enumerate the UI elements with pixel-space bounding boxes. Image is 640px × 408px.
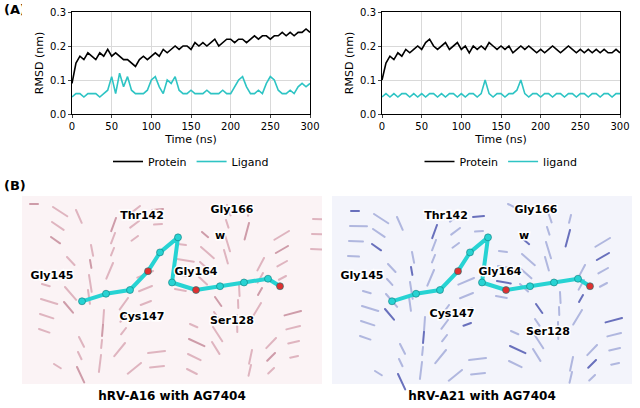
svg-text:w: w [215,229,225,242]
svg-text:200: 200 [531,121,550,132]
svg-text:300: 300 [300,121,319,132]
svg-text:0.2: 0.2 [50,41,66,52]
svg-text:Ser128: Ser128 [526,325,570,338]
svg-text:0.0: 0.0 [360,109,376,120]
svg-text:Thr142: Thr142 [424,209,468,222]
svg-text:RMSD (nm): RMSD (nm) [33,32,46,94]
svg-text:0: 0 [69,121,75,132]
svg-text:0.0: 0.0 [50,109,66,120]
svg-text:Cys147: Cys147 [120,310,165,323]
html-text:(A): (A) [4,2,26,17]
svg-text:100: 100 [142,121,161,132]
svg-text:Gly145: Gly145 [31,269,74,282]
svg-text:Cys147: Cys147 [430,307,475,320]
svg-text:0.2: 0.2 [360,41,376,52]
svg-text:0.1: 0.1 [50,75,66,86]
svg-text:250: 250 [571,121,590,132]
svg-text:200: 200 [221,121,240,132]
svg-text:Time (ns): Time (ns) [164,133,217,146]
svg-text:Ser128: Ser128 [210,314,254,327]
svg-text:Protein: Protein [460,156,499,169]
svg-text:150: 150 [181,121,200,132]
svg-text:Gly164: Gly164 [175,265,218,278]
svg-text:50: 50 [105,121,118,132]
svg-text:0.3: 0.3 [50,7,66,18]
svg-text:Gly145: Gly145 [341,269,384,282]
svg-text:hRV-A16 with AG7404: hRV-A16 with AG7404 [98,389,246,403]
svg-text:Protein: Protein [148,156,187,169]
svg-text:Gly164: Gly164 [479,265,522,278]
svg-text:50: 50 [415,121,428,132]
svg-text:RMSD (nm): RMSD (nm) [343,32,356,94]
svg-text:Thr142: Thr142 [120,209,164,222]
svg-text:Gly166: Gly166 [211,203,254,216]
svg-text:w: w [519,229,529,242]
svg-text:0.3: 0.3 [360,7,376,18]
svg-text:100: 100 [452,121,471,132]
svg-text:300: 300 [610,121,629,132]
svg-text:Gly166: Gly166 [515,203,558,216]
svg-text:150: 150 [491,121,510,132]
svg-text:Ligand: Ligand [232,156,269,169]
svg-text:0.1: 0.1 [360,75,376,86]
svg-text:0: 0 [379,121,385,132]
svg-text:hRV-A21 with AG7404: hRV-A21 with AG7404 [408,389,556,403]
svg-text:Time (ns): Time (ns) [474,133,527,146]
svg-text:250: 250 [261,121,280,132]
svg-text:ligand: ligand [543,156,577,169]
html-text:(B): (B) [4,178,26,193]
